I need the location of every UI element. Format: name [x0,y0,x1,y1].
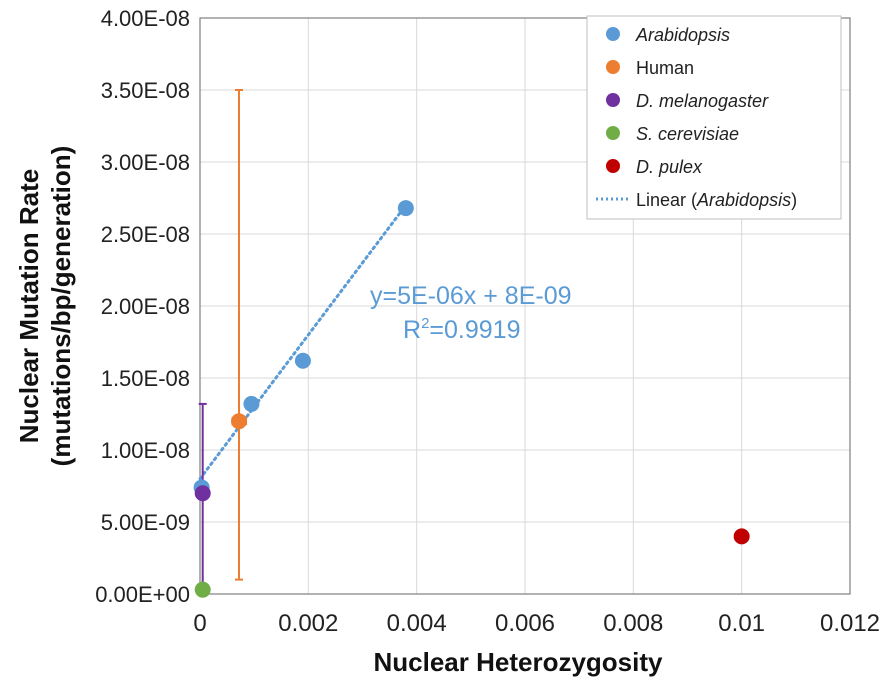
fit-r2-value: =0.9919 [429,316,520,344]
x-tick-label: 0.002 [278,610,338,637]
y-axis-title-line2: (mutations/bp/generation) [46,146,76,467]
legend-label-s-cerevisiae: S. cerevisiae [636,124,739,144]
y-tick-label: 3.50E-08 [101,78,190,103]
legend-trendline-prefix: Linear ( [636,190,697,210]
legend-marker-s-cerevisiae [606,126,620,140]
legend-trendline-suffix: ) [791,190,797,210]
fit-r2-prefix: R [403,316,421,344]
point-arabidopsis [397,200,414,217]
point-human [231,413,247,430]
y-tick-label: 1.50E-08 [101,366,190,391]
legend-trendline-species: Arabidopsis [696,190,791,210]
x-tick-label: 0.012 [820,610,880,637]
x-axis-ticks: 0 0.002 0.004 0.006 0.008 0.01 0.012 [193,610,880,637]
point-d-melanogaster [194,485,211,502]
y-tick-label: 5.00E-09 [101,510,190,535]
y-tick-label: 0.00E+00 [95,582,190,607]
x-tick-label: 0.006 [495,610,555,637]
point-s-cerevisiae [194,581,211,598]
legend-box [586,15,842,220]
point-d-pulex [733,528,750,545]
plot-frame [199,17,851,595]
error-bars [198,89,248,595]
legend-marker-d-melanogaster [606,93,620,107]
y-tick-label: 3.00E-08 [101,150,190,175]
data-points [193,200,750,598]
x-tick-label: 0.01 [718,610,765,637]
x-axis-title: Nuclear Heterozygosity [374,647,664,677]
legend-label-d-pulex: D. pulex [636,157,703,177]
y-tick-label: 1.00E-08 [101,438,190,463]
legend-label-d-melanogaster: D. melanogaster [636,91,769,111]
y-tick-label: 4.00E-08 [101,6,190,31]
legend-marker-d-pulex [606,159,620,173]
point-arabidopsis [243,395,260,412]
legend: Arabidopsis Human D. melanogaster S. cerevi… [586,15,842,220]
legend-items: Arabidopsis Human D. melanogaster S. cerevi… [606,25,769,177]
legend-marker-arabidopsis [606,27,620,41]
x-tick-label: 0.004 [387,610,447,637]
y-tick-label: 2.00E-08 [101,294,190,319]
y-axis-ticks: 0.00E+00 5.00E-09 1.00E-08 1.50E-08 2.00E-08… [95,6,190,607]
y-tick-label: 2.50E-08 [101,222,190,247]
fit-equation-label: y=5E-06x + 8E-09 [370,282,572,310]
legend-label-arabidopsis: Arabidopsis [635,25,730,45]
point-arabidopsis [294,352,311,369]
x-tick-label: 0.008 [603,610,663,637]
fit-r2-exponent: 2 [421,315,429,332]
legend-trendline-label: Linear (Arabidopsis) [636,190,797,210]
legend-label-human: Human [636,58,694,78]
x-tick-label: 0 [193,610,206,637]
legend-marker-human [606,60,620,74]
fit-r2-label: R2=0.9919 [403,315,520,344]
trendline-arabidopsis [198,203,408,481]
trendline-layer [198,203,408,481]
y-axis-title-line1: Nuclear Mutation Rate [14,169,44,444]
